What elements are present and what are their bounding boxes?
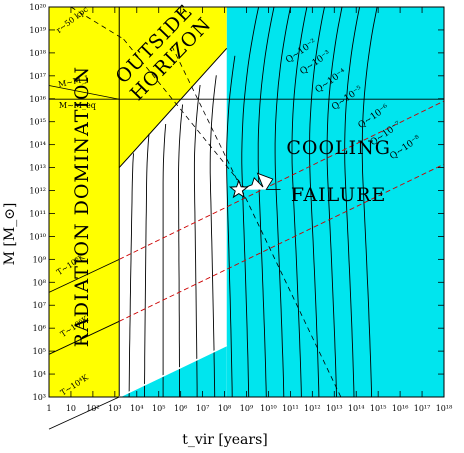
y-tick-label: 10³	[33, 393, 46, 402]
curve-layer	[48, 6, 445, 430]
x-tick-label: 10¹¹	[282, 404, 299, 413]
x-tick-label: 10¹⁸	[436, 404, 453, 413]
x-tick-label: 10¹⁷	[414, 404, 431, 413]
dashed-line-1	[171, 45, 239, 182]
outside-horizon-region	[119, 7, 227, 168]
q-curve-6	[209, 75, 217, 398]
q-curve-11	[291, 6, 308, 398]
y-tick-label: 10¹⁰	[29, 232, 46, 241]
cooling-wiggle	[238, 172, 281, 191]
x-tick-label: 10⁸	[218, 404, 231, 413]
x-tick-label: 10¹⁴	[348, 404, 365, 413]
y-tick-label: 10⁵	[33, 347, 46, 356]
y-tick-label: 10¹⁵	[29, 118, 46, 127]
x-tick-label: 10⁵	[152, 404, 165, 413]
q-curve-13	[326, 6, 343, 398]
x-tick-label: 10⁷	[196, 404, 209, 413]
y-tick-label: 10⁹	[33, 255, 47, 264]
x-tick-label: 10⁴	[130, 404, 143, 413]
x-tick-label: 10⁶	[174, 404, 187, 413]
y-tick-label: 10²⁰	[29, 3, 46, 12]
dashed-line-2	[237, 181, 342, 398]
y-tick-label: 10¹⁸	[29, 49, 46, 58]
q-curve-1	[128, 153, 134, 398]
y-tick-label: 10¹⁴	[29, 141, 46, 150]
q-curve-15	[361, 6, 378, 398]
q-curve-8	[241, 6, 260, 398]
star-marker	[228, 179, 249, 199]
horizon-boundary-line	[118, 47, 228, 168]
x-axis-title: t_vir [years]	[182, 432, 268, 448]
m-eq-label: M~M_eq	[59, 101, 96, 110]
temperature-line-3	[119, 100, 445, 260]
y-tick-label: 10⁶	[33, 324, 46, 333]
x-tick-label: 10⁹	[240, 404, 254, 413]
dashed-line-3	[70, 6, 124, 40]
y-tick-label: 10¹⁹	[29, 26, 46, 35]
temperature-line-1	[118, 344, 228, 398]
y-tick-label: 10¹¹	[29, 209, 46, 218]
x-tick-label: 10¹⁶	[392, 404, 409, 413]
radiation-domination-region	[49, 7, 120, 397]
q-curve-2	[144, 133, 150, 397]
x-tick-label: 10¹²	[304, 404, 321, 413]
radiation-domination-label: RADIATION DOMINATION	[71, 66, 93, 347]
y-tick-label: 10⁸	[33, 278, 46, 287]
tick-layer	[48, 6, 445, 398]
q-curve-10	[274, 6, 291, 398]
y-tick-label: 10⁷	[33, 301, 46, 310]
temperature-line-2	[119, 163, 445, 322]
y-axis-title: M [M_⊙]	[2, 203, 18, 266]
y-tick-label: 10⁴	[33, 370, 46, 379]
y-tick-label: 10¹²	[29, 187, 46, 196]
q-curve-4	[178, 104, 184, 398]
x-tick-label: 10³	[108, 404, 121, 413]
temperature-line-extension-1	[48, 396, 120, 430]
temperature-line-extension-2	[48, 320, 120, 355]
q-curve-5	[193, 84, 201, 397]
cooling-failure-label-line1: COOLING	[286, 137, 391, 159]
x-tick-label: 10¹³	[326, 404, 343, 413]
x-tick-label: 10²	[86, 404, 99, 413]
x-tick-label: 1	[46, 404, 51, 413]
q-curve-12	[309, 6, 325, 398]
x-tick-label: 10¹⁰	[260, 404, 277, 413]
jeans-mass-line	[48, 85, 120, 100]
x-tick-label: 10¹⁵	[370, 404, 387, 413]
q-curve-9	[257, 6, 275, 398]
y-tick-label: 10¹³	[29, 164, 46, 173]
dashed-line-4	[123, 38, 247, 191]
q-curve-7	[226, 55, 236, 398]
y-tick-label: 10¹⁶	[29, 95, 46, 104]
region-layer	[49, 7, 444, 397]
cooling-failure-label-line2: FAILURE	[291, 184, 387, 206]
y-tick-label: 10¹⁷	[29, 72, 46, 81]
q-curve-3	[162, 123, 167, 397]
q-curve-14	[344, 6, 361, 398]
temperature-line-extension-3	[48, 258, 120, 293]
x-tick-label: 10	[66, 404, 76, 413]
